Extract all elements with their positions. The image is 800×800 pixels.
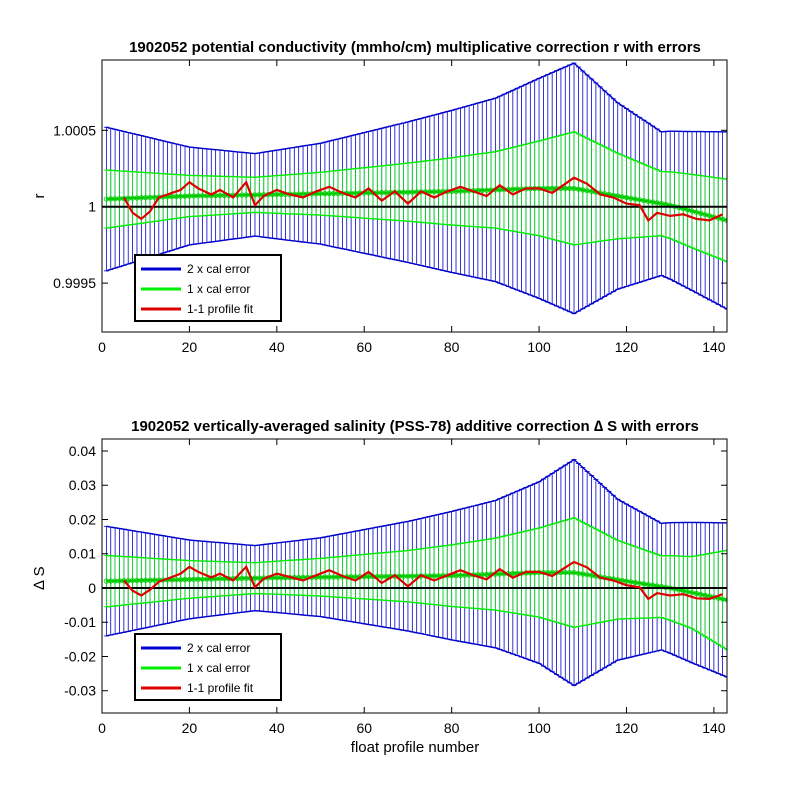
chart-title: 1902052 potential conductivity (mmho/cm)… xyxy=(129,39,701,56)
x-tick-label: 100 xyxy=(527,339,551,355)
legend-label-profile-fit: 1-1 profile fit xyxy=(187,681,254,695)
x-tick-label: 120 xyxy=(615,720,639,736)
error-bars-2x-lower-envelope xyxy=(106,609,727,687)
x-tick-label: 0 xyxy=(98,720,106,736)
x-tick-label: 60 xyxy=(356,339,372,355)
legend-label-2x-cal-error: 2 x cal error xyxy=(187,262,250,276)
plot-area: 0 20 40 60 80 100 120 140 -0.03 -0.02 -0.01 0 0.01 0.… xyxy=(64,438,728,736)
x-tick-label: 100 xyxy=(527,720,551,736)
plot-data xyxy=(102,458,727,687)
x-tick-label: 40 xyxy=(269,720,285,736)
conductivity-correction-panel: 1902052 potential conductivity (mmho/cm)… xyxy=(31,39,728,355)
legend-label-2x-cal-error: 2 x cal error xyxy=(187,641,250,655)
salinity-correction-panel: 1902052 vertically-averaged salinity (PS… xyxy=(31,418,728,756)
y-tick-label: 1.0005 xyxy=(53,122,96,138)
x-tick-label: 140 xyxy=(702,339,726,355)
x-tick-label: 80 xyxy=(444,720,460,736)
x-tick-label: 20 xyxy=(182,339,198,355)
legend-label-profile-fit: 1-1 profile fit xyxy=(187,302,254,316)
axes-box xyxy=(101,438,728,714)
y-tick-label: 1 xyxy=(88,199,96,215)
y-tick-label: -0.03 xyxy=(64,683,96,699)
error-bars-2x-upper-envelope xyxy=(106,458,727,547)
profile-fit-line xyxy=(122,176,724,223)
error-bars-1x-lower-envelope xyxy=(106,592,727,651)
error-bars-1x-upper-envelope xyxy=(106,517,727,564)
y-tick-label: -0.01 xyxy=(64,614,96,630)
plot-data xyxy=(102,62,727,315)
y-tick-label: -0.02 xyxy=(64,648,96,664)
y-tick-label: 0.03 xyxy=(69,477,96,493)
y-tick-label: 0.01 xyxy=(69,546,96,562)
y-tick-label: 0.04 xyxy=(69,443,96,459)
profile-fit-line xyxy=(123,560,723,601)
x-tick-label: 20 xyxy=(182,720,198,736)
error-bars-2x-upper-envelope xyxy=(106,62,727,155)
y-axis-label: r xyxy=(31,194,48,199)
chart-title: 1902052 vertically-averaged salinity (PS… xyxy=(131,418,699,435)
y-tick-label: 0.02 xyxy=(69,511,96,527)
correction-center-line xyxy=(106,571,727,602)
error-bars-1x-upper-envelope xyxy=(106,131,727,180)
y-tick-label: 0.9995 xyxy=(53,275,96,291)
legend: 2 x cal error 1 x cal error 1-1 profile … xyxy=(134,633,282,701)
axes-box xyxy=(101,59,728,333)
x-tick-label: 60 xyxy=(356,720,372,736)
x-axis-label: float profile number xyxy=(351,739,479,756)
y-axis-label: ∆ S xyxy=(31,566,48,589)
error-bars-2x-lower-envelope xyxy=(106,235,727,315)
plot-area: 0 20 40 60 80 100 120 140 0.9995 1 1.0005 xyxy=(53,59,728,355)
correction-center-line xyxy=(106,187,727,222)
x-tick-label: 40 xyxy=(269,339,285,355)
x-tick-label: 140 xyxy=(702,720,726,736)
x-tick-label: 120 xyxy=(615,339,639,355)
legend-label-1x-cal-error: 1 x cal error xyxy=(187,661,250,675)
error-bars-1x-lower-envelope xyxy=(106,211,727,263)
legend-label-1x-cal-error: 1 x cal error xyxy=(187,282,250,296)
x-tick-label: 0 xyxy=(98,339,106,355)
x-tick-label: 80 xyxy=(444,339,460,355)
legend: 2 x cal error 1 x cal error 1-1 profile … xyxy=(134,254,282,322)
y-tick-label: 0 xyxy=(88,580,96,596)
